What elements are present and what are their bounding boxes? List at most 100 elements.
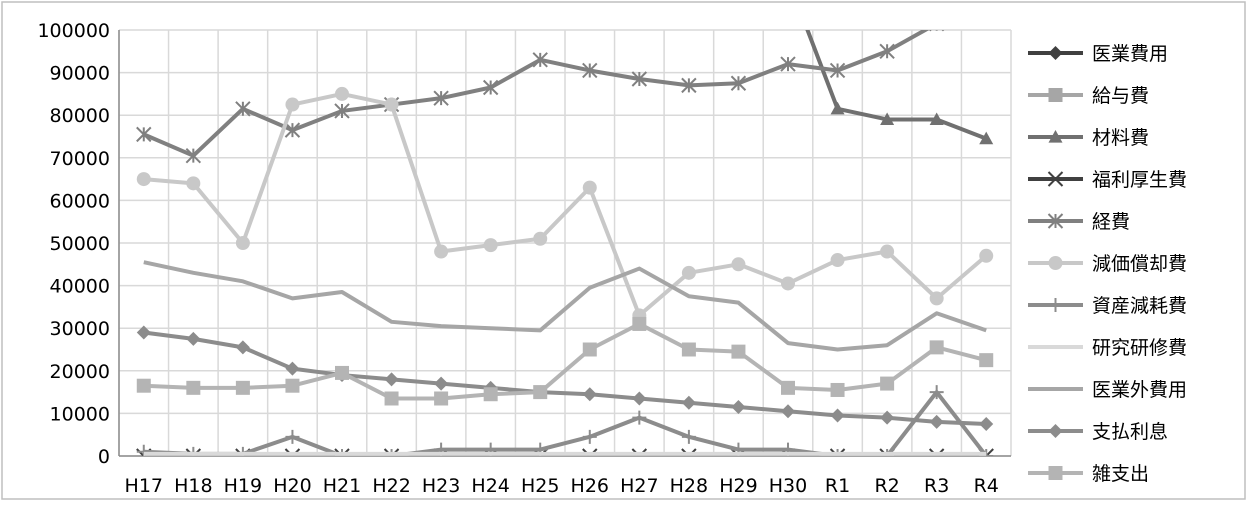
- data-point: [781, 404, 795, 419]
- data-point: [879, 43, 895, 60]
- y-tick-label: 100000: [37, 20, 110, 42]
- series-line: [143, 330, 987, 427]
- data-point: [780, 56, 796, 72]
- series-10: [136, 325, 994, 432]
- data-point: [830, 408, 845, 423]
- legend-item: 雑支出: [1028, 463, 1149, 485]
- data-point: [830, 382, 845, 397]
- y-tick-label: 0: [98, 446, 110, 468]
- data-point: [285, 429, 300, 444]
- data-point: [631, 71, 648, 87]
- x-tick-label: H27: [620, 475, 658, 497]
- data-point: [186, 331, 201, 346]
- legend-marker: [1048, 256, 1063, 270]
- data-point: [434, 244, 449, 259]
- data-point: [136, 325, 151, 340]
- x-tick-label: H19: [224, 475, 262, 497]
- data-point: [880, 410, 895, 425]
- legend-label: 減価償却費: [1092, 253, 1187, 275]
- data-point: [830, 101, 845, 115]
- data-point: [929, 385, 944, 400]
- legend-marker: [1048, 46, 1063, 60]
- data-point: [731, 344, 746, 359]
- data-point: [235, 236, 250, 250]
- data-point: [830, 449, 845, 456]
- data-point: [829, 448, 846, 456]
- data-point: [185, 448, 202, 456]
- legend-label: 医業費用: [1092, 43, 1168, 65]
- data-point: [532, 52, 548, 68]
- legend-label: 給与費: [1092, 85, 1149, 107]
- data-point: [979, 131, 994, 145]
- legend-marker: [1048, 130, 1063, 143]
- legend-item: 給与費: [1028, 85, 1149, 107]
- x-tick-label: H20: [273, 475, 311, 497]
- data-point: [632, 410, 647, 425]
- y-tick-label: 50000: [50, 233, 110, 255]
- legend-label: 医業外費用: [1092, 379, 1187, 401]
- data-point: [731, 400, 746, 415]
- series-layer: [136, 30, 994, 456]
- data-point: [235, 340, 250, 355]
- data-point: [880, 244, 895, 259]
- data-point: [433, 90, 449, 106]
- data-point: [434, 391, 449, 406]
- x-axis-ticks: H17 H18 H19 H20 H21 H22 H23 H24 H25 H26 H27 H28 H29 H…: [125, 475, 999, 497]
- data-point: [335, 86, 349, 101]
- x-tick-label: H23: [422, 475, 460, 497]
- legend-marker: [1048, 466, 1063, 480]
- data-point: [979, 449, 994, 456]
- data-point: [285, 361, 300, 376]
- data-point: [533, 231, 548, 246]
- data-point: [731, 257, 746, 272]
- data-point: [384, 97, 399, 112]
- data-point: [582, 387, 597, 402]
- x-tick-label: H29: [719, 475, 757, 497]
- x-tick-label: R4: [974, 475, 999, 497]
- data-point: [829, 62, 846, 79]
- data-point: [582, 429, 597, 444]
- data-point: [335, 365, 349, 380]
- y-axis-ticks: 0 10000 20000 30000 40000 50000 60000 70000 8000…: [37, 20, 110, 468]
- legend-marker: [1048, 88, 1063, 102]
- data-point: [284, 448, 301, 456]
- data-point: [186, 176, 201, 191]
- data-point: [979, 417, 994, 432]
- data-point: [235, 380, 250, 395]
- data-point: [136, 126, 152, 143]
- x-tick-label: H17: [125, 475, 163, 497]
- data-point: [136, 172, 151, 187]
- x-tick-label: R2: [874, 475, 899, 497]
- x-tick-label: H21: [323, 475, 361, 497]
- x-tick-label: H18: [174, 475, 212, 497]
- data-point: [582, 342, 597, 357]
- series-line: [143, 91, 988, 318]
- data-point: [781, 380, 795, 395]
- legend-item: 医業外費用: [1028, 379, 1187, 401]
- data-point: [681, 395, 696, 410]
- data-point: [335, 449, 349, 456]
- legend-item: 材料費: [1028, 127, 1149, 149]
- data-point: [929, 340, 944, 355]
- data-point: [483, 238, 498, 253]
- y-tick-label: 80000: [50, 105, 110, 127]
- data-point: [136, 444, 151, 456]
- data-point: [483, 387, 498, 402]
- data-point: [186, 380, 201, 395]
- series-6: [136, 86, 994, 323]
- legend-label: 経費: [1092, 211, 1130, 233]
- legend-label: 福利厚生費: [1092, 169, 1187, 191]
- data-point: [284, 122, 301, 138]
- series-line: [143, 260, 987, 352]
- y-tick-label: 20000: [50, 361, 110, 383]
- legend-item: 資産減耗費: [1028, 295, 1187, 317]
- x-tick-label: H22: [372, 475, 410, 497]
- data-point: [185, 147, 202, 164]
- data-point: [781, 276, 795, 291]
- data-point: [383, 448, 400, 456]
- series-9: [143, 260, 987, 352]
- legend-marker: [1048, 298, 1063, 312]
- data-point: [582, 62, 598, 79]
- legend-item: 支払利息: [1028, 421, 1168, 443]
